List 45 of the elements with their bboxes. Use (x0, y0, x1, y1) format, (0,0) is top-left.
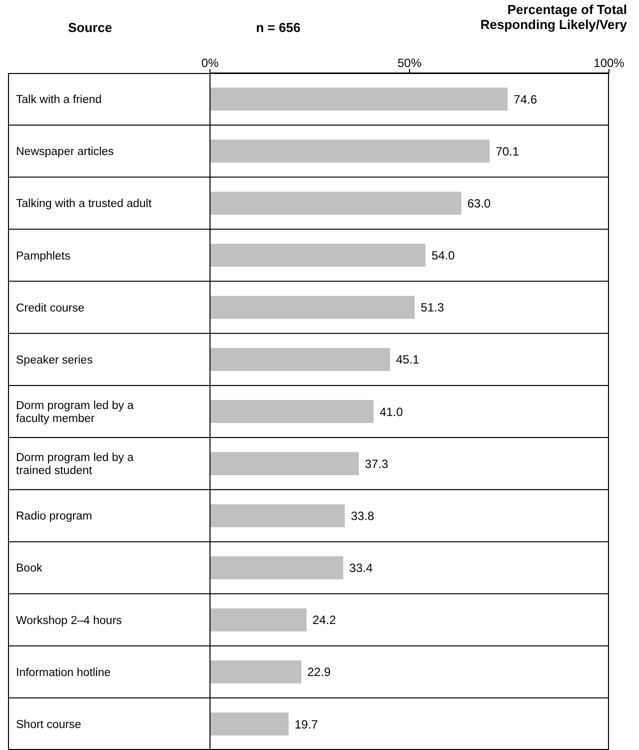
bar (210, 296, 415, 319)
bar (210, 88, 508, 111)
data-label: 74.6 (514, 92, 538, 106)
data-label: 45.1 (396, 352, 420, 367)
y-tick-label: Speaker series (16, 354, 93, 366)
bar (210, 192, 462, 215)
y-tick-label: Talk with a friend (16, 94, 102, 106)
data-label: 24.2 (312, 613, 336, 628)
y-tick-label: Radio program (16, 510, 92, 523)
text: n = 656 (256, 20, 300, 35)
bar (210, 140, 490, 163)
data-label: 51.3 (420, 300, 444, 315)
x-tick-label: 0% (201, 56, 219, 70)
bar (210, 244, 426, 267)
data-label: 33.4 (349, 561, 373, 576)
y-tick-label: Talking with a trusted adult (16, 198, 152, 210)
data-label: 63.0 (467, 196, 492, 210)
bar (210, 452, 359, 476)
y-tick-label: Dorm program led by a trained student (16, 452, 134, 478)
bar (210, 712, 289, 736)
y-tick-label: Credit course (16, 302, 84, 314)
data-label: 37.3 (364, 456, 389, 471)
bar (210, 660, 302, 684)
bar (210, 348, 390, 371)
y-tick-label: Workshop 2–4 hours (16, 614, 122, 627)
data-label: 33.8 (350, 508, 375, 523)
y-tick-label: Dorm program led by a faculty member (16, 400, 134, 425)
y-axis-title: Source (68, 20, 112, 35)
y-tick-label: Pamphlets (16, 250, 71, 262)
data-label: 22.9 (307, 665, 332, 680)
bar (210, 608, 307, 632)
x-axis-title: Percentage of Total Responding Likely/Very (479, 2, 627, 32)
data-label: 70.1 (496, 144, 520, 158)
data-label: 41.0 (380, 404, 404, 419)
data-label: 54.0 (431, 248, 456, 263)
x-tick-label: 100% (594, 56, 625, 70)
bar (210, 556, 344, 580)
y-tick-label: Information hotline (16, 666, 111, 679)
data-label: 19.7 (294, 717, 318, 732)
x-tick-label: 50% (397, 56, 422, 70)
y-tick-label: Short course (16, 718, 82, 731)
bar (210, 504, 345, 528)
bar (210, 400, 374, 424)
y-tick-label: Newspaper articles (16, 146, 114, 158)
y-tick-label: Book (16, 562, 42, 575)
